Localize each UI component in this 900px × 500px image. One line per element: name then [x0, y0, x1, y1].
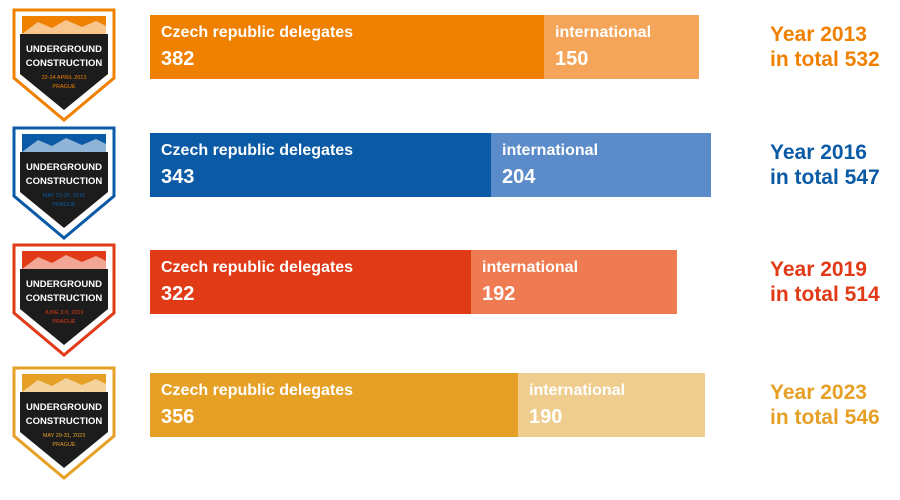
logo-city: PRAGUE [52, 319, 76, 325]
bar-2023: Czech republic delegates 356 internation… [150, 373, 705, 437]
international-label: international [529, 382, 626, 399]
international-value: 150 [555, 48, 589, 70]
bar-2016: Czech republic delegates 343 internation… [150, 133, 711, 197]
logo-title1: UNDERGROUND [26, 402, 102, 413]
international-label: international [555, 24, 652, 41]
czech-value: 356 [161, 406, 195, 428]
logo-title2: CONSTRUCTION [26, 58, 103, 69]
underground-construction-2019-logo: UNDERGROUND CONSTRUCTION JUNE 3-5, 2019 … [12, 243, 116, 357]
czech-label: Czech republic delegates [161, 259, 354, 276]
logo-title2: CONSTRUCTION [26, 293, 103, 304]
logo-city: PRAGUE [52, 442, 76, 448]
logo-city: PRAGUE [52, 84, 76, 90]
czech-value: 382 [161, 48, 195, 70]
underground-construction-2016-logo: UNDERGROUND CONSTRUCTION MAY 23-25, 2016… [12, 126, 116, 240]
total-2013: Year 2013 in total 532 [770, 22, 896, 72]
logo-title1: UNDERGROUND [26, 44, 102, 55]
total-label: in total 514 [770, 283, 880, 306]
year-label: Year 2023 [770, 381, 867, 404]
bar-segment-czech-2013: Czech republic delegates 382 [150, 15, 544, 79]
underground-construction-2023-logo: UNDERGROUND CONSTRUCTION MAY 29-31, 2023… [12, 366, 116, 480]
year-label: Year 2019 [770, 258, 867, 281]
international-value: 204 [502, 166, 536, 188]
czech-value: 343 [161, 166, 195, 188]
total-2023: Year 2023 in total 546 [770, 380, 896, 430]
logo-city: PRAGUE [52, 202, 76, 208]
logo-date: MAY 23-25, 2016 [43, 193, 85, 199]
bar-2019: Czech republic delegates 322 internation… [150, 250, 677, 314]
bar-segment-international-2019: international 192 [471, 250, 677, 314]
logo-date: JUNE 3-5, 2019 [44, 310, 83, 316]
logo-title2: CONSTRUCTION [26, 176, 103, 187]
bar-segment-czech-2016: Czech republic delegates 343 [150, 133, 491, 197]
total-label: in total 546 [770, 406, 880, 429]
bar-2013: Czech republic delegates 382 internation… [150, 15, 699, 79]
logo-date: 22-24 APRIL 2013 [42, 75, 87, 81]
logo-date: MAY 29-31, 2023 [43, 433, 85, 439]
row-2023: UNDERGROUND CONSTRUCTION MAY 29-31, 2023… [0, 366, 900, 486]
logo-title1: UNDERGROUND [26, 279, 102, 290]
total-label: in total 547 [770, 166, 880, 189]
international-value: 190 [529, 406, 563, 428]
bar-segment-international-2016: international 204 [491, 133, 711, 197]
row-2016: UNDERGROUND CONSTRUCTION MAY 23-25, 2016… [0, 126, 900, 246]
international-label: international [502, 142, 599, 159]
row-2013: UNDERGROUND CONSTRUCTION 22-24 APRIL 201… [0, 8, 900, 128]
logo-title1: UNDERGROUND [26, 162, 102, 173]
international-value: 192 [482, 283, 516, 305]
bar-segment-international-2013: international 150 [544, 15, 699, 79]
czech-label: Czech republic delegates [161, 382, 354, 399]
total-2016: Year 2016 in total 547 [770, 140, 896, 190]
czech-label: Czech republic delegates [161, 142, 354, 159]
bar-segment-international-2023: international 190 [518, 373, 705, 437]
bar-segment-czech-2023: Czech republic delegates 356 [150, 373, 518, 437]
bar-segment-czech-2019: Czech republic delegates 322 [150, 250, 471, 314]
year-label: Year 2013 [770, 23, 867, 46]
total-2019: Year 2019 in total 514 [770, 257, 896, 307]
logo-title2: CONSTRUCTION [26, 416, 103, 427]
czech-label: Czech republic delegates [161, 24, 354, 41]
czech-value: 322 [161, 283, 195, 305]
year-label: Year 2016 [770, 141, 867, 164]
international-label: international [482, 259, 579, 276]
total-label: in total 532 [770, 48, 880, 71]
row-2019: UNDERGROUND CONSTRUCTION JUNE 3-5, 2019 … [0, 243, 900, 363]
underground-construction-2013-logo: UNDERGROUND CONSTRUCTION 22-24 APRIL 201… [12, 8, 116, 122]
